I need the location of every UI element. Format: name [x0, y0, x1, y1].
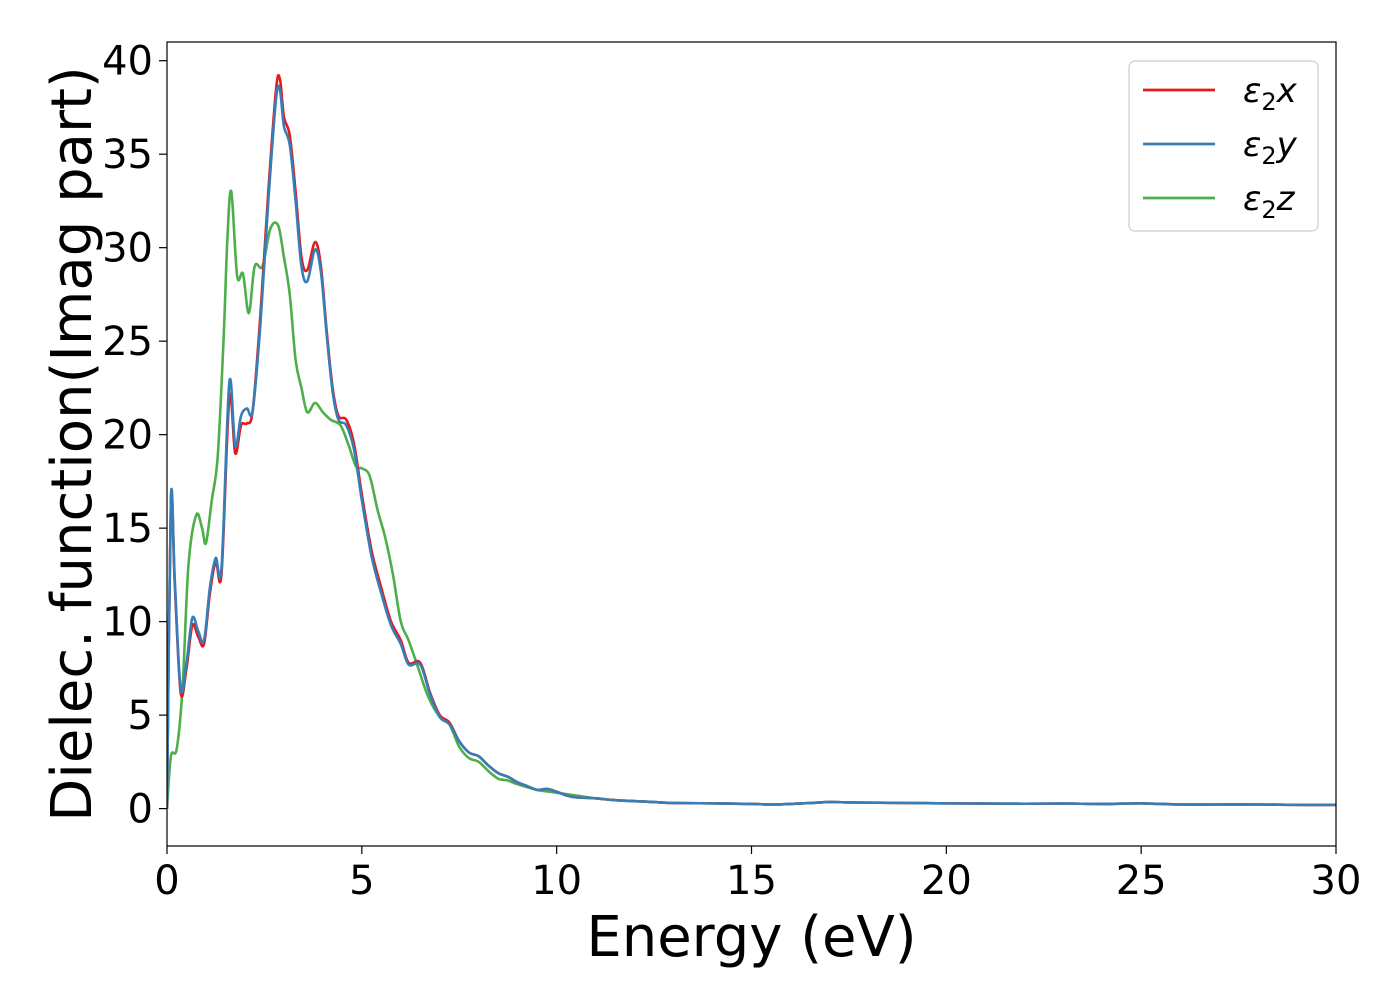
- x-tick-label: 30: [1311, 858, 1362, 904]
- x-tick-label: 10: [531, 858, 582, 904]
- series-line-y: [167, 84, 1336, 809]
- x-axis-label: Energy (eV): [586, 905, 916, 970]
- y-tick-label: 10: [102, 600, 153, 646]
- legend-label-y: ε2y: [1243, 125, 1298, 170]
- legend-label-z: ε2z: [1243, 179, 1296, 224]
- legend-epsilon: ε: [1243, 71, 1261, 111]
- y-tick-label: 5: [128, 693, 153, 739]
- legend-label-x: ε2x: [1243, 71, 1298, 116]
- y-tick-label: 20: [102, 413, 153, 459]
- legend-subscript: 2: [1261, 88, 1276, 116]
- series-line-z: [167, 189, 1336, 809]
- legend-component: y: [1276, 125, 1298, 165]
- x-tick-label: 0: [154, 858, 179, 904]
- legend-component: z: [1276, 179, 1296, 219]
- x-axis-ticks: 0 5 10 15 20 25 30: [154, 846, 1361, 904]
- y-tick-label: 15: [102, 506, 153, 552]
- legend-epsilon: ε: [1243, 179, 1261, 219]
- legend-box: [1128, 60, 1319, 232]
- legend-subscript: 2: [1261, 142, 1276, 170]
- y-tick-label: 40: [102, 39, 153, 85]
- y-tick-label: 25: [102, 319, 153, 365]
- x-tick-label: 5: [349, 858, 374, 904]
- y-axis-ticks: 0 5 10 15 20 25 30 35 40: [102, 39, 167, 833]
- x-tick-label: 20: [921, 858, 972, 904]
- y-axis-label: Dielec. function(Imag part): [40, 66, 105, 822]
- legend-epsilon: ε: [1243, 125, 1261, 165]
- series-layer: [167, 74, 1336, 809]
- x-tick-label: 25: [1116, 858, 1167, 904]
- legend-subscript: 2: [1261, 196, 1276, 224]
- y-tick-label: 35: [102, 132, 153, 178]
- x-tick-label: 15: [726, 858, 777, 904]
- y-tick-label: 30: [102, 226, 153, 272]
- y-tick-label: 0: [128, 787, 153, 833]
- legend-component: x: [1276, 71, 1298, 111]
